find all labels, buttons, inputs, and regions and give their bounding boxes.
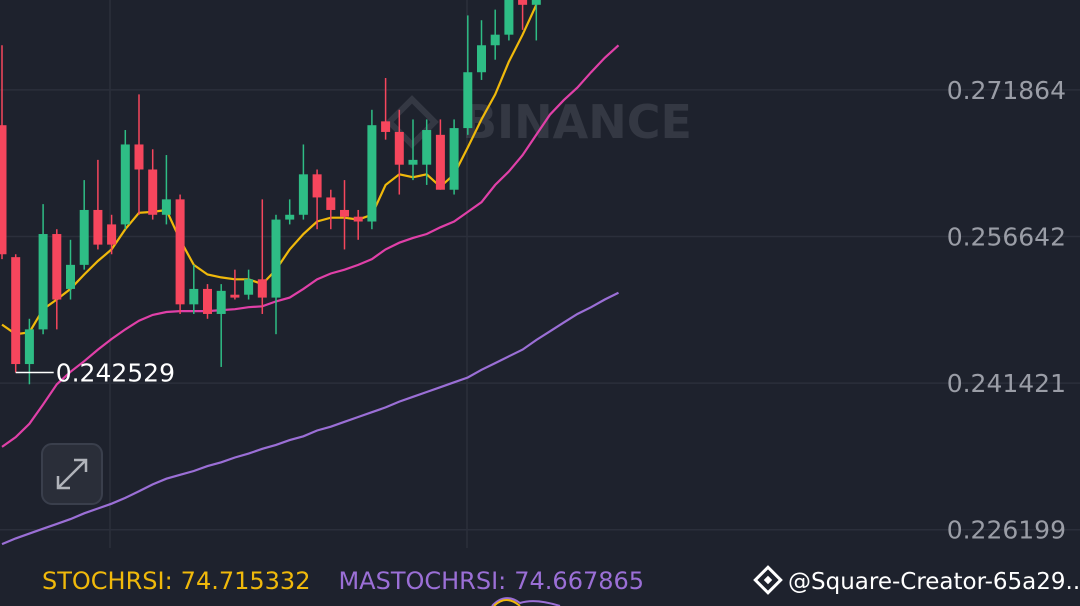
candle-body	[107, 224, 117, 245]
candle-body	[518, 0, 528, 5]
indicator-name: STOCHRSI:	[42, 567, 173, 595]
candle-body	[175, 199, 185, 305]
candle-body	[271, 219, 281, 298]
candle-body	[312, 174, 322, 198]
credit-text: @Square-Creator-65a29...	[788, 569, 1080, 595]
candle-body	[38, 234, 48, 330]
candle-body	[24, 329, 34, 365]
candle-body	[120, 144, 130, 225]
grid: 0.271864 0.256642 0.241421 0.226199	[0, 76, 1080, 545]
candle-body	[463, 72, 473, 129]
watermark-text: BINANCE	[462, 95, 692, 149]
indicator-text: MASTOCHRSI: 74.667865	[338, 567, 644, 595]
candle-body	[52, 234, 62, 300]
candle-body	[216, 290, 226, 314]
sub-panel-peek	[493, 599, 521, 606]
candle-body	[161, 199, 171, 215]
candle-body	[449, 128, 459, 190]
indicator-value: 74.667865	[514, 567, 644, 595]
watermark: BINANCE	[385, 95, 692, 149]
indicator-value: 74.715332	[181, 567, 311, 595]
candle-body	[257, 279, 267, 298]
candle-body	[285, 214, 295, 220]
y-tick-label: 0.256642	[947, 223, 1066, 252]
candle-body	[66, 264, 75, 289]
indicator-legend: STOCHRSI: 74.715332 MASTOCHRSI: 74.667865	[42, 567, 644, 595]
candle-body	[340, 209, 349, 217]
candle-body	[230, 294, 240, 298]
candle-body	[435, 134, 445, 190]
y-tick-label: 0.271864	[947, 76, 1066, 105]
candle-body	[394, 131, 404, 165]
candle-body	[422, 130, 432, 165]
candle-body	[408, 159, 418, 165]
candle-body	[504, 0, 514, 35]
candle-body	[326, 197, 336, 210]
candle-body	[531, 0, 541, 5]
candle-body	[477, 45, 486, 73]
plot	[0, 0, 620, 546]
expand-button[interactable]	[41, 443, 103, 505]
candle-body	[148, 169, 158, 215]
candle-body	[189, 288, 199, 305]
annotations: 0.242529	[15, 358, 175, 387]
ma-line	[1, 44, 620, 448]
indicator-text: STOCHRSI: 74.715332	[42, 567, 310, 595]
candle-body	[298, 174, 308, 215]
indicator-name: MASTOCHRSI:	[338, 567, 506, 595]
ma-line	[1, 291, 619, 546]
candle-body	[381, 121, 391, 132]
candle-body	[490, 34, 500, 46]
candle-body	[93, 209, 103, 245]
credit: @Square-Creator-65a29...	[753, 565, 1080, 595]
ma-line	[1, 4, 538, 336]
candle-body	[244, 279, 254, 295]
candle-body	[0, 125, 7, 255]
candle-body	[11, 257, 21, 365]
y-tick-label: 0.241421	[947, 369, 1066, 398]
min-label: 0.242529	[56, 358, 175, 387]
candle-body	[79, 209, 89, 265]
sub-panel-peek	[491, 597, 561, 606]
y-tick-label: 0.226199	[947, 516, 1066, 545]
candle-body	[353, 216, 363, 222]
expand-icon	[56, 458, 88, 490]
candle-body	[134, 144, 144, 170]
candle-body	[367, 125, 377, 222]
candle-body	[203, 288, 212, 314]
